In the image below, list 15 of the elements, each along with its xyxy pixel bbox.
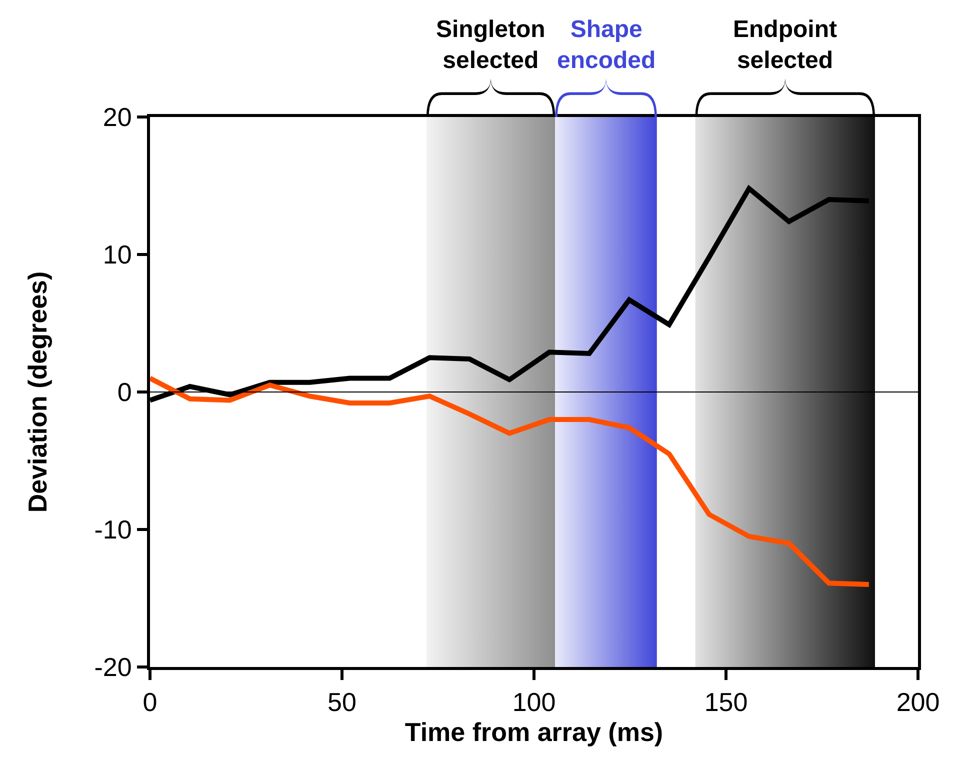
y-tick-label: -20: [94, 652, 132, 682]
x-tick-label: 50: [328, 687, 356, 718]
band-label: Shape encoded: [557, 16, 656, 74]
x-tick-label: 200: [896, 687, 940, 718]
y-tick-label: 20: [102, 102, 132, 132]
x-tick-label: 0: [142, 687, 158, 718]
x-axis-title: Time from array (ms): [404, 717, 664, 748]
y-axis-title: Deviation (degrees): [22, 271, 53, 513]
x-tick-label: 150: [704, 687, 748, 718]
y-tick-label: -10: [94, 514, 132, 545]
band-label: Endpoint selected: [733, 16, 837, 74]
x-tick-label: 100: [512, 687, 556, 718]
y-tick-label: 10: [102, 240, 132, 270]
y-tick-label: 0: [117, 377, 132, 408]
band-label: Singleton selected: [436, 16, 546, 74]
